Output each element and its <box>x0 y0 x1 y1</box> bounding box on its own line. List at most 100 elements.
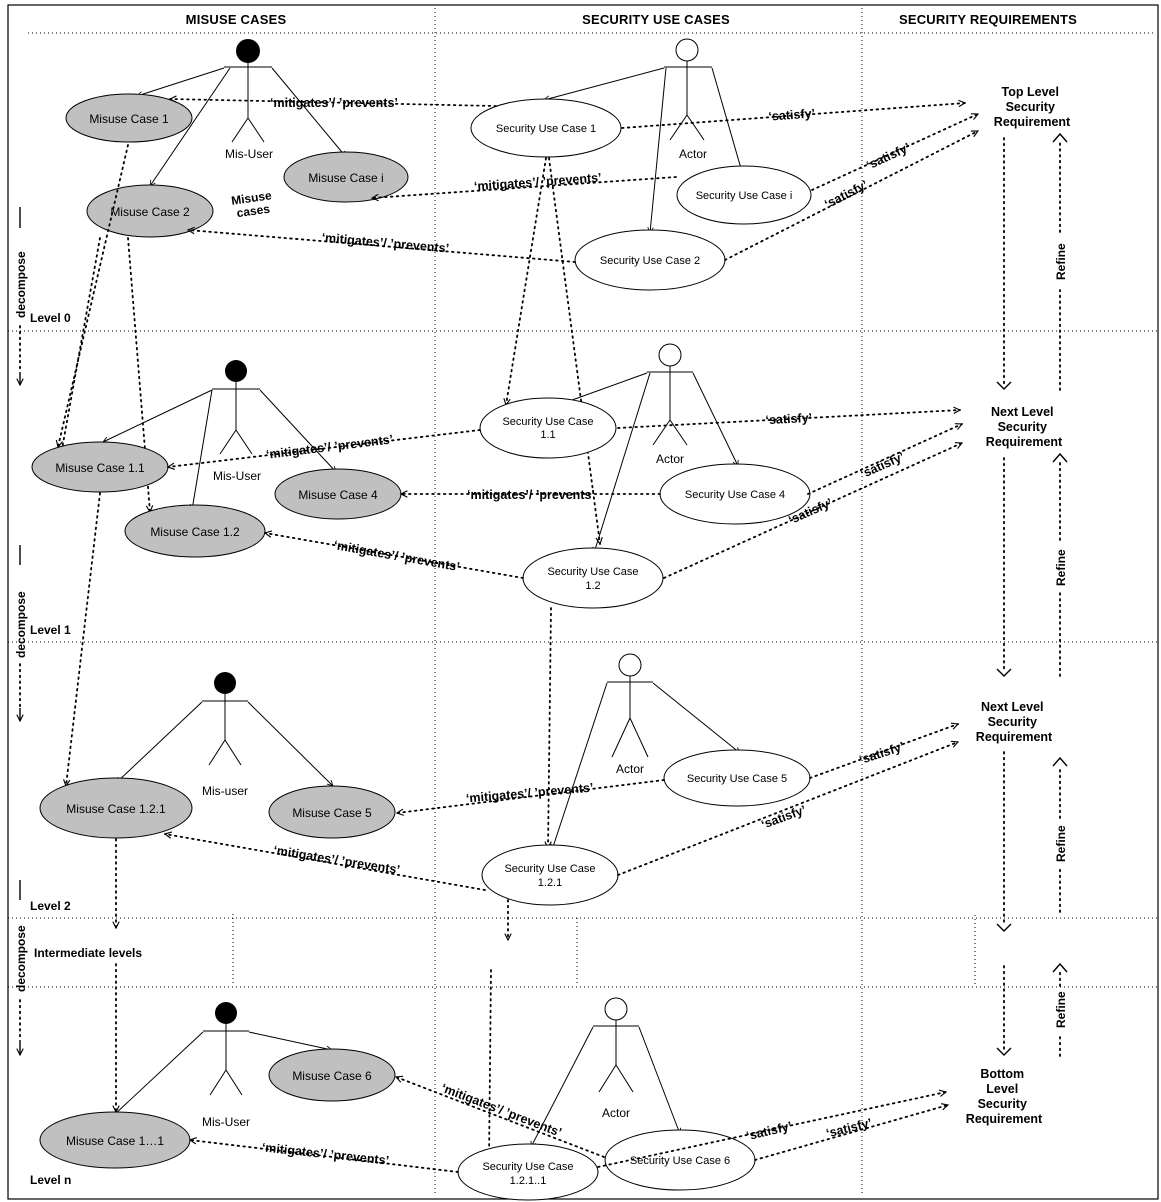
actor-1 <box>647 343 693 446</box>
security-use-case-1-1-label: Security Use Case 1.1 <box>502 416 593 441</box>
level-0-label: Level 0 <box>30 311 71 325</box>
security-use-case-1[interactable] <box>470 98 622 158</box>
association-line <box>192 389 213 510</box>
misuse-case-2[interactable] <box>86 184 214 238</box>
misuse-case-i[interactable] <box>283 151 409 203</box>
association-line <box>530 1026 594 1147</box>
mitigates-relation <box>397 779 665 813</box>
mitigates-label: ‘mitigates’/ ’prevents’ <box>265 432 394 461</box>
association-line <box>652 682 740 753</box>
association-line <box>650 67 667 233</box>
level-n-label: Level n <box>30 1173 71 1187</box>
svg-text:Refine: Refine <box>1054 549 1068 586</box>
requirement-flow-arrowhead <box>996 923 1012 932</box>
mitigates-label: ‘mitigates’/ ’prevents’ <box>261 1140 390 1167</box>
actor-2 <box>607 653 653 758</box>
misuse-case-6-label: Misuse Case 6 <box>292 1069 372 1083</box>
svg-text:decompose: decompose <box>14 591 28 658</box>
misuse-case-5[interactable] <box>268 785 396 839</box>
misuse-case-2-label: Misuse Case 2 <box>110 205 190 219</box>
satisfy-label: ‘satisfy’ <box>858 449 906 481</box>
security-use-case-5-label: Security Use Case 5 <box>687 773 787 785</box>
association-line <box>259 389 336 472</box>
mitigates-relation <box>396 1077 605 1158</box>
requirement-flow-arrowhead <box>996 668 1012 677</box>
requirement-flow-arrowhead <box>996 1047 1012 1056</box>
mitigates-label: ‘mitigates’/ ’prevents’ <box>473 171 601 194</box>
satisfy-label: ‘satisfy’ <box>759 803 808 832</box>
decompose-link <box>506 157 547 405</box>
mitigates-label: ‘mitigates’/ ’prevents’ <box>467 488 595 502</box>
satisfy-label: ‘satisfy’ <box>857 739 906 767</box>
security-use-case-1-2-1-label: Security Use Case 1.2.1 <box>504 863 595 889</box>
satisfy-relation <box>663 442 962 579</box>
misuse-case-1[interactable] <box>65 93 193 143</box>
mitigates-label: ‘mitigates’/ ’prevents’ <box>272 843 400 877</box>
mis-user-actor-0 <box>224 39 272 143</box>
mis-user-actor-2 <box>202 672 248 766</box>
decompose-link <box>66 492 101 786</box>
security-use-case-1-2-label: Security Use Case 1.2 <box>547 566 638 592</box>
mitigates-relation <box>372 176 677 198</box>
svg-text:Refine: Refine <box>1054 991 1068 1028</box>
actor-0 <box>664 38 712 141</box>
mis-user-actor-n <box>203 1002 249 1096</box>
level-2-label: Level 2 <box>30 899 71 913</box>
refine-arrow-2: Refine <box>1052 756 1068 913</box>
association-line <box>247 701 333 786</box>
association-line <box>150 67 231 186</box>
security-use-case-i[interactable] <box>676 165 812 225</box>
svg-text:Refine: Refine <box>1054 825 1068 862</box>
mitigates-label: ‘mitigates’/ ’prevents’ <box>465 780 594 805</box>
mis-user-label: Mis-User <box>225 147 273 161</box>
actor-label: Actor <box>616 762 644 776</box>
decompose-arrow-1: decompose <box>14 545 28 721</box>
next-level-security-requirement-2: Next Level Security Requirement <box>976 700 1053 744</box>
refine-arrow-1: Refine <box>1052 452 1068 677</box>
mis-user-label: Mis-user <box>202 784 248 798</box>
satisfy-label: ‘satisfy’ <box>765 411 812 427</box>
svg-text:decompose: decompose <box>14 925 28 992</box>
association-line <box>103 389 213 442</box>
decompose-link <box>489 969 491 1161</box>
association-line <box>116 701 203 783</box>
association-line <box>544 67 665 100</box>
actor-label: Actor <box>679 147 707 161</box>
misuse-case-1-1-label: Misuse Case 1.1 <box>55 461 145 475</box>
mitigates-relation <box>168 429 481 467</box>
requirement-flow-arrowhead <box>996 381 1012 390</box>
association-line <box>248 1031 332 1050</box>
satisfy-label: ‘satisfy’ <box>768 106 815 123</box>
svg-text:decompose: decompose <box>14 251 28 318</box>
mitigates-relation <box>165 834 486 891</box>
decompose-link <box>127 237 150 512</box>
security-use-case-6-label: Security Use Case 6 <box>630 1155 730 1167</box>
security-use-case-1-2-1-1-label: Security Use Case 1.2.1..1 <box>482 1161 573 1187</box>
mis-user-actor-1 <box>212 360 260 455</box>
actor-label: Actor <box>656 452 684 466</box>
refine-arrow-n: Refine <box>1052 962 1068 1057</box>
decompose-arrow-2: decompose <box>14 880 28 1055</box>
security-use-case-1-2-1[interactable] <box>481 844 619 906</box>
association-line <box>271 67 346 157</box>
association-line <box>114 1031 204 1115</box>
misuse-case-6[interactable] <box>268 1048 396 1102</box>
misuse-case-i-label: Misuse Case i <box>308 171 383 185</box>
header-misuse-cases: MISUSE CASES <box>186 12 287 27</box>
security-use-case-i-label: Security Use Case i <box>696 190 793 202</box>
mis-user-label: Mis-User <box>213 469 261 483</box>
misuse-case-1-1-n-label: Misuse Case 1…1 <box>66 1134 164 1148</box>
misuse-case-1-2-1[interactable] <box>39 777 193 839</box>
actor-n <box>593 997 639 1093</box>
misuse-case-4-label: Misuse Case 4 <box>298 488 378 502</box>
misuse-case-1-2-label: Misuse Case 1.2 <box>150 525 240 539</box>
misuse-case-1-label: Misuse Case 1 <box>89 112 169 126</box>
mis-user-label: Mis-User <box>202 1115 250 1129</box>
actor-label: Actor <box>602 1106 630 1120</box>
security-use-case-1-2[interactable] <box>522 547 664 609</box>
decompose-link <box>548 607 552 849</box>
mitigates-relation <box>190 1140 459 1173</box>
security-use-case-1-1[interactable] <box>479 397 617 459</box>
association-line <box>561 372 648 404</box>
satisfy-label: ‘satisfy’ <box>745 1119 794 1143</box>
